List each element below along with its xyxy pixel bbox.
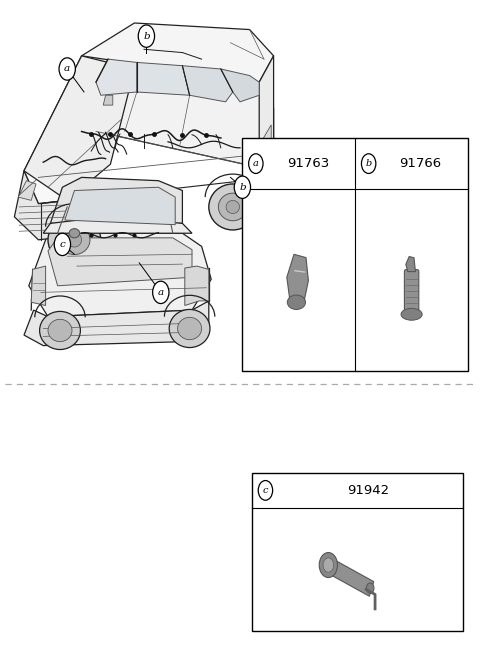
Polygon shape [287, 254, 309, 304]
Polygon shape [82, 23, 274, 82]
Text: a: a [158, 288, 164, 297]
Ellipse shape [287, 295, 306, 309]
Polygon shape [96, 59, 137, 95]
Circle shape [54, 233, 71, 256]
Bar [252, 473, 463, 631]
Bar [242, 138, 468, 371]
Text: c: c [60, 240, 65, 249]
Ellipse shape [323, 558, 334, 572]
Ellipse shape [209, 184, 257, 230]
Polygon shape [262, 125, 271, 162]
Ellipse shape [319, 553, 337, 578]
Ellipse shape [39, 311, 81, 350]
Ellipse shape [169, 309, 210, 348]
Circle shape [234, 176, 251, 198]
Text: b: b [143, 32, 150, 41]
Circle shape [249, 154, 263, 173]
Circle shape [258, 480, 273, 500]
Polygon shape [137, 62, 190, 95]
Text: c: c [263, 486, 268, 495]
Ellipse shape [226, 200, 240, 214]
Polygon shape [82, 56, 274, 168]
Ellipse shape [67, 233, 82, 247]
Ellipse shape [59, 225, 90, 255]
Polygon shape [182, 66, 233, 102]
Text: 91763: 91763 [287, 157, 329, 170]
Ellipse shape [218, 193, 247, 221]
Polygon shape [43, 217, 192, 233]
Polygon shape [321, 555, 373, 596]
Polygon shape [24, 301, 209, 346]
Text: a: a [253, 159, 259, 168]
Polygon shape [406, 256, 415, 271]
Polygon shape [24, 56, 96, 204]
FancyBboxPatch shape [404, 269, 419, 316]
Polygon shape [31, 266, 46, 306]
Ellipse shape [366, 583, 374, 593]
Ellipse shape [178, 317, 202, 340]
Polygon shape [185, 266, 209, 306]
Polygon shape [103, 95, 113, 105]
Ellipse shape [401, 308, 422, 320]
Circle shape [59, 58, 75, 80]
Text: b: b [239, 183, 246, 192]
Text: 91766: 91766 [399, 157, 442, 170]
Polygon shape [50, 177, 182, 223]
Text: 91942: 91942 [347, 484, 389, 497]
Polygon shape [259, 56, 274, 168]
Polygon shape [14, 171, 67, 240]
Circle shape [138, 25, 155, 47]
Polygon shape [221, 69, 259, 102]
Text: b: b [365, 159, 372, 168]
Ellipse shape [48, 319, 72, 342]
Polygon shape [24, 56, 134, 200]
Text: a: a [64, 64, 70, 74]
Polygon shape [48, 238, 192, 286]
Ellipse shape [69, 229, 80, 238]
Circle shape [361, 154, 376, 173]
Polygon shape [29, 233, 211, 317]
Polygon shape [65, 187, 175, 225]
Circle shape [153, 281, 169, 304]
Ellipse shape [48, 215, 101, 265]
Polygon shape [18, 181, 36, 200]
